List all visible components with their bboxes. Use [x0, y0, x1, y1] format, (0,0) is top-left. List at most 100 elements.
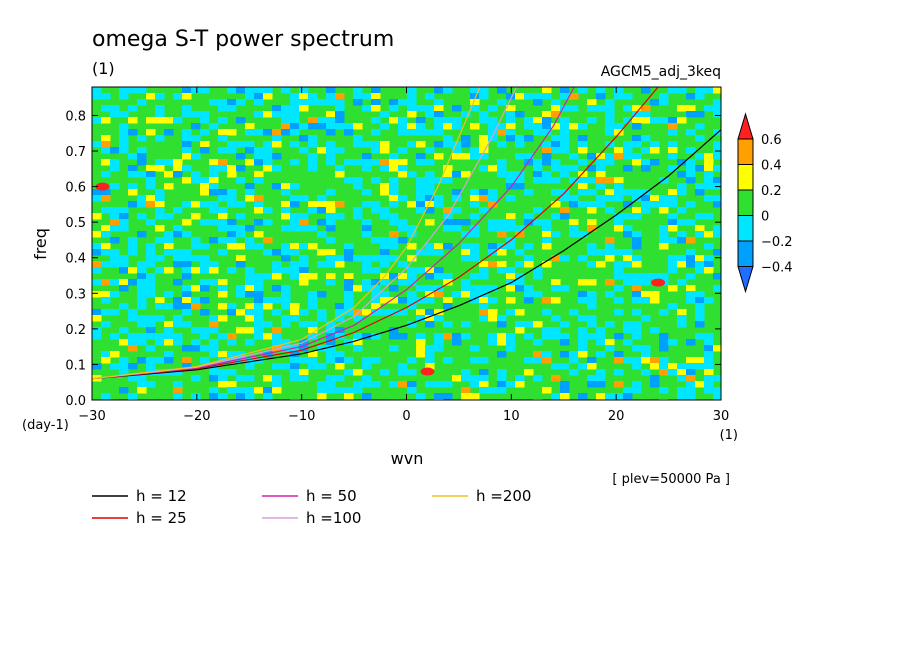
field-cell: [560, 135, 570, 142]
field-cell: [416, 183, 426, 190]
field-cell: [704, 261, 714, 268]
field-cell: [578, 279, 588, 286]
field-cell: [479, 153, 489, 160]
field-cell: [407, 321, 417, 328]
field-cell: [146, 321, 156, 328]
field-cell: [272, 309, 282, 316]
field-cell: [371, 291, 381, 298]
field-cell: [254, 99, 264, 106]
field-cell: [668, 201, 678, 208]
field-cell: [497, 171, 507, 178]
field-cell: [128, 171, 138, 178]
field-cell: [470, 231, 480, 238]
field-cell: [686, 381, 696, 388]
field-cell: [497, 123, 507, 130]
field-cell: [425, 129, 435, 136]
field-cell: [227, 267, 237, 274]
field-cell: [200, 333, 210, 340]
field-cell: [191, 171, 201, 178]
field-cell: [614, 285, 624, 292]
field-cell: [326, 117, 336, 124]
field-cell: [191, 303, 201, 310]
field-cell: [479, 309, 489, 316]
field-cell: [596, 249, 606, 256]
field-cell: [92, 309, 102, 316]
field-cell: [362, 393, 372, 400]
field-cell: [146, 195, 156, 202]
field-cell: [281, 267, 291, 274]
field-cell: [686, 165, 696, 172]
field-cell: [119, 219, 129, 226]
field-cell: [560, 129, 570, 136]
field-cell: [164, 159, 174, 166]
field-cell: [146, 357, 156, 364]
field-cell: [137, 339, 147, 346]
field-cell: [560, 165, 570, 172]
field-cell: [641, 315, 651, 322]
field-cell: [245, 87, 255, 94]
field-cell: [119, 87, 129, 94]
field-cell: [101, 135, 111, 142]
field-cell: [335, 255, 345, 262]
field-cell: [362, 93, 372, 100]
field-cell: [587, 291, 597, 298]
field-cell: [281, 111, 291, 118]
field-cell: [272, 165, 282, 172]
field-cell: [128, 267, 138, 274]
field-cell: [92, 117, 102, 124]
field-cell: [434, 315, 444, 322]
field-cell: [398, 99, 408, 106]
field-cell: [173, 165, 183, 172]
field-cell: [614, 123, 624, 130]
field-cell: [398, 261, 408, 268]
field-cell: [191, 375, 201, 382]
field-cell: [641, 345, 651, 352]
field-cell: [443, 393, 453, 400]
field-cell: [218, 291, 228, 298]
field-cell: [308, 333, 318, 340]
field-cell: [578, 189, 588, 196]
field-cell: [461, 369, 471, 376]
field-cell: [389, 285, 399, 292]
level-note: [ plev=50000 Pa ]: [612, 472, 730, 487]
field-cell: [614, 219, 624, 226]
field-cell: [263, 129, 273, 136]
field-cell: [533, 351, 543, 358]
field-cell: [677, 321, 687, 328]
field-cell: [263, 147, 273, 154]
field-cell: [407, 387, 417, 394]
field-cell: [668, 117, 678, 124]
field-cell: [173, 225, 183, 232]
field-cell: [551, 141, 561, 148]
field-cell: [146, 177, 156, 184]
field-cell: [407, 243, 417, 250]
field-cell: [713, 111, 721, 118]
field-cell: [317, 261, 327, 268]
field-cell: [263, 249, 273, 256]
field-cell: [479, 207, 489, 214]
field-cell: [632, 345, 642, 352]
field-cell: [200, 267, 210, 274]
field-cell: [245, 375, 255, 382]
x-tick-label: −20: [183, 409, 210, 424]
field-cell: [290, 369, 300, 376]
field-cell: [254, 315, 264, 322]
field-cell: [443, 333, 453, 340]
field-cell: [461, 141, 471, 148]
field-cell: [137, 147, 147, 154]
field-cell: [677, 261, 687, 268]
field-cell: [641, 207, 651, 214]
field-cell: [623, 255, 633, 262]
field-cell: [371, 105, 381, 112]
field-cell: [641, 117, 651, 124]
field-cell: [461, 387, 471, 394]
field-cell: [560, 381, 570, 388]
field-cell: [155, 195, 165, 202]
field-cell: [533, 207, 543, 214]
field-cell: [632, 291, 642, 298]
field-cell: [407, 171, 417, 178]
field-cell: [398, 123, 408, 130]
field-cell: [389, 237, 399, 244]
field-cell: [470, 105, 480, 112]
field-cell: [281, 297, 291, 304]
